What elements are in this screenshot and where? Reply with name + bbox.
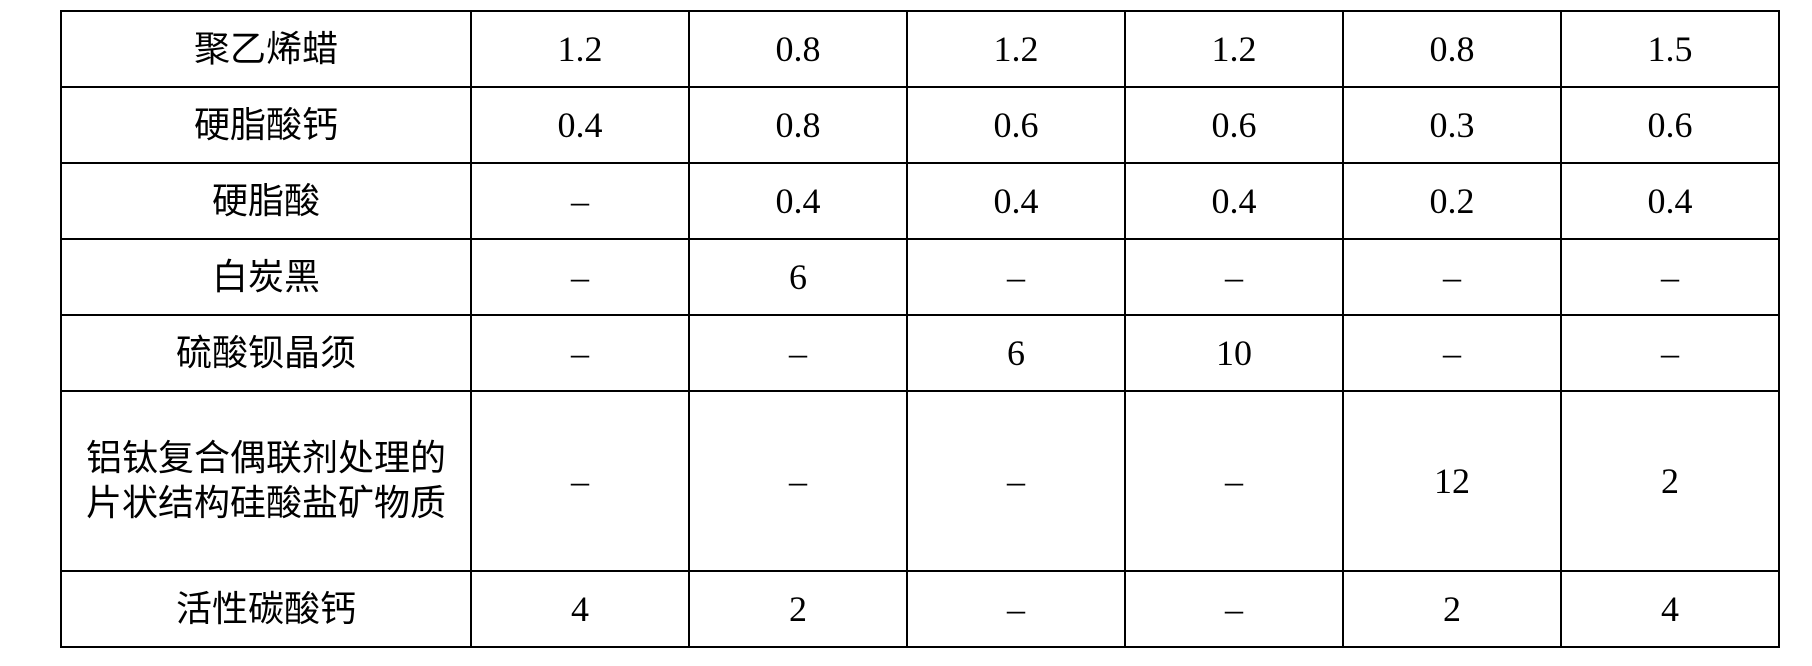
cell: – [689,391,907,571]
row-label: 聚乙烯蜡 [61,11,471,87]
cell: 0.6 [1561,87,1779,163]
table-row: 硬脂酸 – 0.4 0.4 0.4 0.2 0.4 [61,163,1779,239]
cell: 0.6 [1125,87,1343,163]
cell: 1.2 [1125,11,1343,87]
cell: – [907,571,1125,647]
cell: 0.2 [1343,163,1561,239]
cell: 0.3 [1343,87,1561,163]
page: 聚乙烯蜡 1.2 0.8 1.2 1.2 0.8 1.5 硬脂酸钙 0.4 0.… [0,0,1812,666]
cell: 0.4 [907,163,1125,239]
cell: – [1125,239,1343,315]
table-row: 白炭黑 – 6 – – – – [61,239,1779,315]
cell: – [471,315,689,391]
table-row: 铝钛复合偶联剂处理的片状结构硅酸盐矿物质 – – – – 12 2 [61,391,1779,571]
cell: 0.4 [1561,163,1779,239]
table-body: 聚乙烯蜡 1.2 0.8 1.2 1.2 0.8 1.5 硬脂酸钙 0.4 0.… [61,11,1779,647]
cell: 10 [1125,315,1343,391]
cell: 4 [1561,571,1779,647]
cell: 12 [1343,391,1561,571]
cell: 0.8 [1343,11,1561,87]
composition-table: 聚乙烯蜡 1.2 0.8 1.2 1.2 0.8 1.5 硬脂酸钙 0.4 0.… [60,10,1780,648]
cell: 6 [907,315,1125,391]
table-row: 活性碳酸钙 4 2 – – 2 4 [61,571,1779,647]
cell: 1.5 [1561,11,1779,87]
cell: 0.8 [689,11,907,87]
cell: – [1125,571,1343,647]
row-label: 铝钛复合偶联剂处理的片状结构硅酸盐矿物质 [61,391,471,571]
cell: 0.6 [907,87,1125,163]
row-label: 硬脂酸钙 [61,87,471,163]
cell: 4 [471,571,689,647]
cell: – [1561,315,1779,391]
cell: 2 [1561,391,1779,571]
cell: 0.4 [689,163,907,239]
cell: 1.2 [471,11,689,87]
cell: – [471,391,689,571]
cell: – [1125,391,1343,571]
cell: – [689,315,907,391]
cell: 6 [689,239,907,315]
cell: – [471,239,689,315]
cell: 0.4 [1125,163,1343,239]
row-label: 硬脂酸 [61,163,471,239]
cell: – [907,391,1125,571]
cell: – [1343,239,1561,315]
cell: – [907,239,1125,315]
cell: 0.8 [689,87,907,163]
table-row: 硫酸钡晶须 – – 6 10 – – [61,315,1779,391]
row-label: 活性碳酸钙 [61,571,471,647]
table-row: 硬脂酸钙 0.4 0.8 0.6 0.6 0.3 0.6 [61,87,1779,163]
table-row: 聚乙烯蜡 1.2 0.8 1.2 1.2 0.8 1.5 [61,11,1779,87]
row-label-text: 铝钛复合偶联剂处理的片状结构硅酸盐矿物质 [86,436,446,526]
cell: 2 [1343,571,1561,647]
cell: 0.4 [471,87,689,163]
row-label: 硫酸钡晶须 [61,315,471,391]
cell: 1.2 [907,11,1125,87]
cell: – [1343,315,1561,391]
cell: – [471,163,689,239]
cell: – [1561,239,1779,315]
row-label: 白炭黑 [61,239,471,315]
cell: 2 [689,571,907,647]
